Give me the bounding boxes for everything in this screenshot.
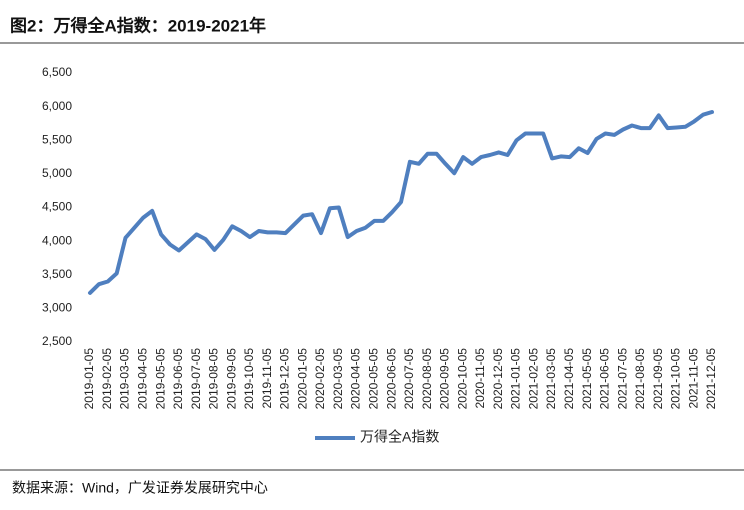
chart-title: 图2：万得全A指数：2019-2021年 — [10, 15, 266, 35]
x-tick-label: 2021-08-05 — [633, 348, 647, 410]
y-tick-label: 6,500 — [42, 65, 72, 79]
x-tick-label: 2021-10-05 — [669, 348, 683, 410]
y-tick-label: 6,000 — [42, 99, 72, 113]
x-tick-label: 2019-10-05 — [242, 348, 256, 410]
y-tick-label: 5,000 — [42, 166, 72, 180]
x-tick-label: 2020-09-05 — [438, 348, 452, 410]
x-tick-label: 2020-02-05 — [313, 348, 327, 410]
x-tick-label: 2019-06-05 — [171, 348, 185, 410]
x-tick-label: 2021-07-05 — [615, 348, 629, 410]
x-tick-label: 2020-07-05 — [402, 348, 416, 410]
x-tick-label: 2020-03-05 — [331, 348, 345, 410]
data-line — [88, 110, 714, 295]
x-tick-label: 2019-12-05 — [278, 348, 292, 410]
source-note: 数据来源：Wind，广发证券发展研究中心 — [12, 480, 268, 496]
x-tick-label: 2019-09-05 — [224, 348, 238, 410]
x-tick-label: 2019-04-05 — [135, 348, 149, 410]
y-tick-label: 2,500 — [42, 334, 72, 348]
x-tick-label: 2021-04-05 — [562, 348, 576, 410]
x-tick-label: 2021-12-05 — [704, 348, 718, 410]
y-tick-label: 4,500 — [42, 200, 72, 214]
x-tick-label: 2020-12-05 — [491, 348, 505, 410]
legend-label: 万得全A指数 — [360, 429, 439, 445]
x-tick-label: 2021-02-05 — [526, 348, 540, 410]
x-tick-label: 2019-08-05 — [207, 348, 221, 410]
x-tick-label: 2019-02-05 — [100, 348, 114, 410]
x-tick-label: 2020-08-05 — [420, 348, 434, 410]
y-tick-label: 3,500 — [42, 267, 72, 281]
y-tick-label: 4,000 — [42, 233, 72, 247]
x-tick-label: 2020-04-05 — [349, 348, 363, 410]
x-tick-label: 2019-07-05 — [189, 348, 203, 410]
x-tick-label: 2021-09-05 — [651, 348, 665, 410]
x-tick-label: 2019-11-05 — [260, 348, 274, 409]
y-tick-label: 3,000 — [42, 301, 72, 315]
x-tick-label: 2021-01-05 — [509, 348, 523, 410]
x-tick-label: 2020-05-05 — [367, 348, 381, 410]
x-tick-label: 2021-06-05 — [598, 348, 612, 410]
x-tick-label: 2021-05-05 — [580, 348, 594, 410]
y-tick-label: 5,500 — [42, 132, 72, 146]
x-tick-label: 2020-01-05 — [295, 348, 309, 410]
x-tick-label: 2019-05-05 — [153, 348, 167, 410]
x-tick-label: 2021-03-05 — [544, 348, 558, 410]
x-tick-label: 2020-11-05 — [473, 348, 487, 409]
x-tick-label: 2019-03-05 — [118, 348, 132, 410]
x-tick-label: 2020-06-05 — [384, 348, 398, 410]
x-tick-label: 2019-01-05 — [82, 348, 96, 410]
x-tick-label: 2020-10-05 — [455, 348, 469, 410]
x-tick-label: 2021-11-05 — [686, 348, 700, 409]
